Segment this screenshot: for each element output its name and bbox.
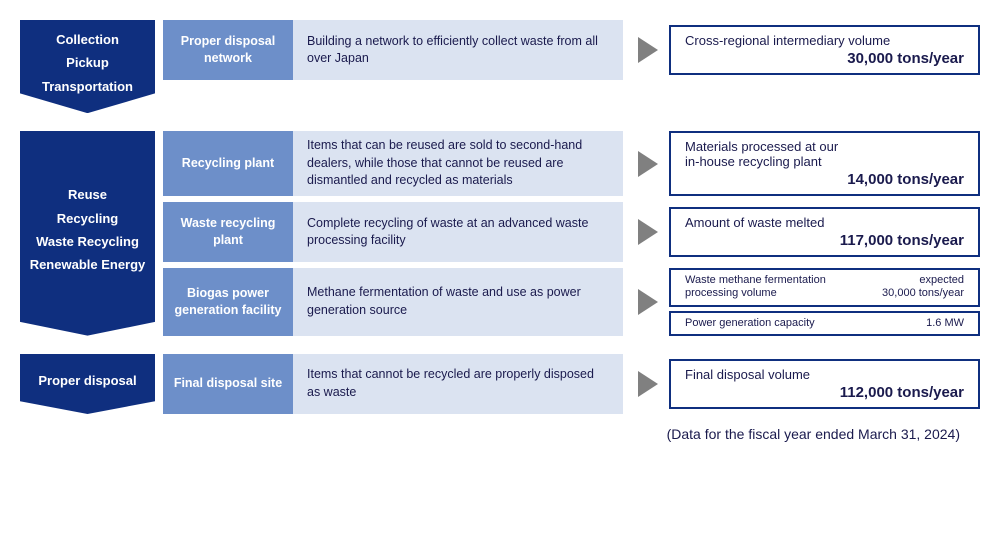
footnote: (Data for the fiscal year ended March 31… [20,426,980,442]
metric-box: Cross-regional intermediary volume 30,000… [669,25,980,75]
metric-value: 30,000 tons/year [685,50,964,67]
arrow-right-icon [633,131,663,196]
metric-label: Amount of waste melted [685,215,964,230]
metric-box: Materials processed at our in-house recy… [669,131,980,196]
metrics: Final disposal volume 112,000 tons/year [669,354,980,414]
facility-box: Waste recycling plant [163,202,293,262]
metric-value: 14,000 tons/year [685,171,964,188]
category-label: Proper disposal [38,369,136,392]
metric-label: Materials processed at our in-house recy… [685,139,964,169]
description-box: Items that cannot be recycled are proper… [293,354,623,414]
metric-label: Final disposal volume [685,367,964,382]
metric-value: 112,000 tons/year [685,384,964,401]
arrow-right-icon [633,268,663,336]
metric-box: Waste methane fermentation processing vo… [669,268,980,306]
metric-value: 117,000 tons/year [685,232,964,249]
description-box: Building a network to efficiently collec… [293,20,623,80]
metric-value: expected 30,000 tons/year [882,274,964,300]
process-row: Recycling plantItems that can be reused … [163,131,980,196]
category-label: Reuse Recycling Waste Recycling Renewabl… [30,183,146,277]
category-arrow: Proper disposal [20,354,155,414]
rows: Recycling plantItems that can be reused … [163,131,980,336]
facility-box: Biogas power generation facility [163,268,293,336]
metric-box: Power generation capacity 1.6 MW [669,311,980,336]
process-row: Biogas power generation facilityMethane … [163,268,980,336]
section: Reuse Recycling Waste Recycling Renewabl… [20,131,980,336]
rows: Final disposal siteItems that cannot be … [163,354,980,414]
metric-box: Amount of waste melted 117,000 tons/year [669,207,980,257]
arrow-right-icon [633,20,663,80]
facility-box: Recycling plant [163,131,293,196]
metric-value: 1.6 MW [926,317,964,330]
metrics: Amount of waste melted 117,000 tons/year [669,202,980,262]
metrics: Cross-regional intermediary volume 30,000… [669,20,980,80]
metrics: Materials processed at our in-house recy… [669,131,980,196]
metrics: Waste methane fermentation processing vo… [669,268,980,336]
waste-process-diagram: Collection Pickup Transportation Proper d… [20,20,980,414]
section: Proper disposal Final disposal siteItems … [20,354,980,414]
process-row: Final disposal siteItems that cannot be … [163,354,980,414]
arrow-right-icon [633,202,663,262]
process-row: Proper disposal networkBuilding a networ… [163,20,980,80]
category-label: Collection Pickup Transportation [42,28,133,98]
metric-box: Final disposal volume 112,000 tons/year [669,359,980,409]
category-arrow: Collection Pickup Transportation [20,20,155,113]
description-box: Items that can be reused are sold to sec… [293,131,623,196]
description-box: Methane fermentation of waste and use as… [293,268,623,336]
metric-label: Waste methane fermentation processing vo… [685,274,872,300]
metric-label: Power generation capacity [685,317,916,330]
metric-label: Cross-regional intermediary volume [685,33,964,48]
process-row: Waste recycling plantComplete recycling … [163,202,980,262]
section: Collection Pickup Transportation Proper d… [20,20,980,113]
description-box: Complete recycling of waste at an advanc… [293,202,623,262]
facility-box: Final disposal site [163,354,293,414]
arrow-right-icon [633,354,663,414]
category-arrow: Reuse Recycling Waste Recycling Renewabl… [20,131,155,336]
rows: Proper disposal networkBuilding a networ… [163,20,980,113]
facility-box: Proper disposal network [163,20,293,80]
